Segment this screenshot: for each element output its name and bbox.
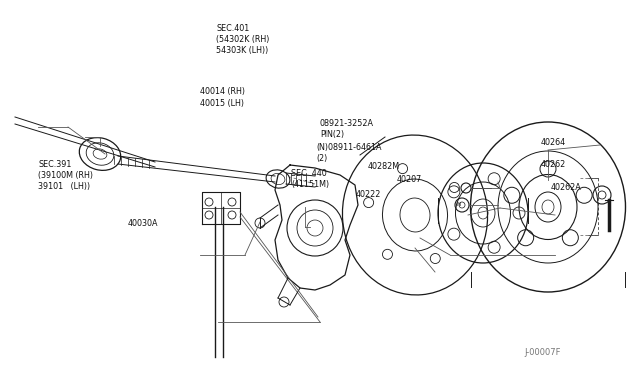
Text: 08921-3252A
PIN(2): 08921-3252A PIN(2) (320, 119, 374, 139)
Text: SEC.401
(54302K (RH)
54303K (LH)): SEC.401 (54302K (RH) 54303K (LH)) (216, 24, 269, 55)
Text: 40262A: 40262A (550, 183, 581, 192)
Text: (N)08911-6461A
(2): (N)08911-6461A (2) (317, 143, 382, 163)
Text: 40207: 40207 (397, 175, 422, 184)
Text: 40222: 40222 (355, 190, 381, 199)
Text: SEC.391
(39100M (RH)
39101   (LH)): SEC.391 (39100M (RH) 39101 (LH)) (38, 160, 93, 191)
Text: J-00007F: J-00007F (525, 348, 561, 357)
Text: 40262: 40262 (541, 160, 566, 169)
Text: SEC. 440
(41151M): SEC. 440 (41151M) (291, 169, 330, 189)
Text: 40282M: 40282M (368, 162, 400, 171)
Text: 40030A: 40030A (128, 219, 159, 228)
Text: N: N (457, 202, 461, 208)
Text: 40014 (RH)
40015 (LH): 40014 (RH) 40015 (LH) (200, 87, 245, 108)
Text: 40264: 40264 (541, 138, 566, 147)
